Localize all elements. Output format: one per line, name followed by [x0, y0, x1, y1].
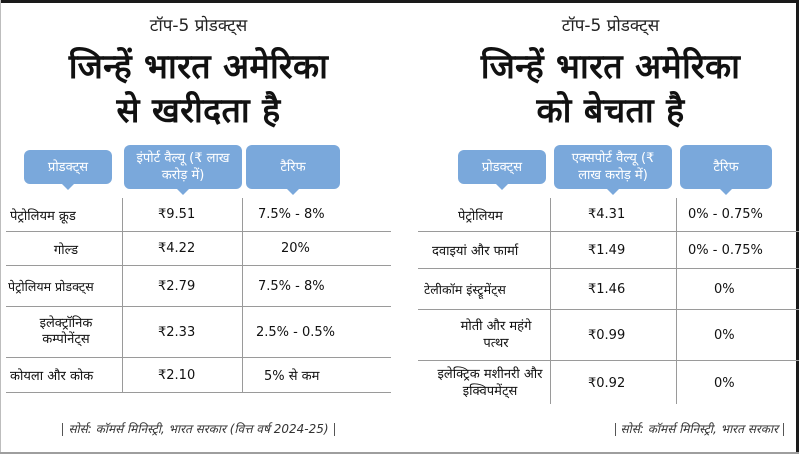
product-cell: गोल्ड	[53, 242, 79, 258]
value-cell: ₹2.10	[158, 367, 196, 383]
value-cell: ₹2.33	[158, 324, 196, 340]
import-headline-line1: जिन्हें भारत अमेरिका	[68, 47, 329, 87]
export-source: सोर्स: कॉमर्स मिनिस्ट्री, भारत सरकार	[418, 420, 799, 437]
import-panel: टॉप-5 प्रोडक्ट्स जिन्हें भारत अमेरिका से…	[6, 0, 391, 454]
import-header-tariff: टैरिफ	[246, 145, 340, 195]
value-cell: ₹4.31	[588, 207, 626, 222]
tariff-cell: 20%	[281, 241, 310, 256]
import-header-value: इंपोर्ट वैल्यू (₹ लाख करोड़ में)	[124, 145, 242, 195]
value-cell: ₹0.99	[588, 327, 626, 343]
product-cell: मोती और महंगे पत्थर	[460, 319, 532, 351]
export-header-products: प्रोडक्ट्स	[458, 150, 546, 190]
tariff-cell: 0%	[714, 375, 735, 391]
table-row: इलेक्ट्रॉनिक कम्पोनेंट्स ₹2.33 2.5% - 0.…	[6, 307, 391, 358]
export-header-tariff: टैरिफ	[680, 145, 772, 195]
tariff-cell: 0%	[714, 327, 735, 343]
left-border	[0, 0, 1, 454]
table-row: पेट्रोलियम क्रूड ₹9.51 7.5% - 8%	[6, 198, 391, 232]
import-col-divider-2	[242, 198, 243, 392]
value-cell: ₹1.46	[588, 281, 626, 297]
export-col-divider-2	[676, 198, 677, 404]
import-headline: जिन्हें भारत अमेरिका से खरीदता है	[6, 45, 391, 133]
tariff-cell: 0%	[714, 281, 735, 297]
tariff-cell: 7.5% - 8%	[258, 278, 325, 294]
tariff-cell: 5% से कम	[264, 369, 320, 384]
export-panel: टॉप-5 प्रोडक्ट्स जिन्हें भारत अमेरिका को…	[418, 0, 799, 454]
table-row: कोयला और कोक ₹2.10 5% से कम	[6, 358, 391, 393]
product-cell: कोयला और कोक	[10, 369, 94, 384]
product-cell: दवाइयां और फार्मा	[432, 244, 519, 259]
value-cell: ₹0.92	[588, 375, 626, 391]
tariff-cell: 0% - 0.75%	[688, 207, 763, 222]
export-header-value: एक्सपोर्ट वैल्यू (₹ लाख करोड़ में)	[554, 145, 672, 195]
export-kicker: टॉप-5 प्रोडक्ट्स	[561, 16, 660, 36]
tariff-cell: 0% - 0.75%	[688, 242, 763, 258]
product-cell: पेट्रोलियम प्रोडक्ट्स	[8, 278, 94, 294]
import-header-products: प्रोडक्ट्स	[24, 150, 112, 190]
product-cell: पेट्रोलियम क्रूड	[10, 208, 76, 224]
export-col-divider-1	[550, 198, 551, 404]
table-row: इलेक्ट्रिक मशीनरी और इक्विपमेंट्स ₹0.92 …	[418, 361, 799, 405]
table-row: गोल्ड ₹4.22 20%	[6, 232, 391, 266]
product-cell: पेट्रोलियम	[458, 208, 503, 224]
value-cell: ₹1.49	[588, 242, 626, 258]
bottom-border	[0, 452, 799, 454]
import-source: सोर्स: कॉमर्स मिनिस्ट्री, भारत सरकार (वि…	[6, 420, 391, 437]
table-row: पेट्रोलियम ₹4.31 0% - 0.75%	[418, 198, 799, 232]
product-cell: इलेक्ट्रॉनिक कम्पोनेंट्स	[39, 316, 93, 347]
product-cell: टेलीकॉम इंस्ट्रूमेंट्स	[424, 281, 506, 297]
export-headline-line2: को बेचता है	[536, 91, 685, 131]
table-row: टेलीकॉम इंस्ट्रूमेंट्स ₹1.46 0%	[418, 269, 799, 310]
table-row: दवाइयां और फार्मा ₹1.49 0% - 0.75%	[418, 232, 799, 269]
value-cell: ₹2.79	[158, 278, 196, 294]
import-kicker: टॉप-5 प्रोडक्ट्स	[149, 16, 248, 36]
right-border	[796, 0, 799, 454]
value-cell: ₹4.22	[158, 241, 196, 256]
table-row: मोती और महंगे पत्थर ₹0.99 0%	[418, 310, 799, 361]
export-headline-line1: जिन्हें भारत अमेरिका	[480, 47, 741, 87]
export-headline: जिन्हें भारत अमेरिका को बेचता है	[418, 45, 799, 133]
import-col-divider-1	[122, 198, 123, 392]
tariff-cell: 2.5% - 0.5%	[256, 324, 336, 340]
table-row: पेट्रोलियम प्रोडक्ट्स ₹2.79 7.5% - 8%	[6, 266, 391, 307]
tariff-cell: 7.5% - 8%	[258, 207, 325, 222]
value-cell: ₹9.51	[158, 207, 196, 222]
top-border	[0, 0, 799, 3]
import-headline-line2: से खरीदता है	[116, 91, 281, 131]
product-cell: इलेक्ट्रिक मशीनरी और इक्विपमेंट्स	[437, 367, 543, 399]
